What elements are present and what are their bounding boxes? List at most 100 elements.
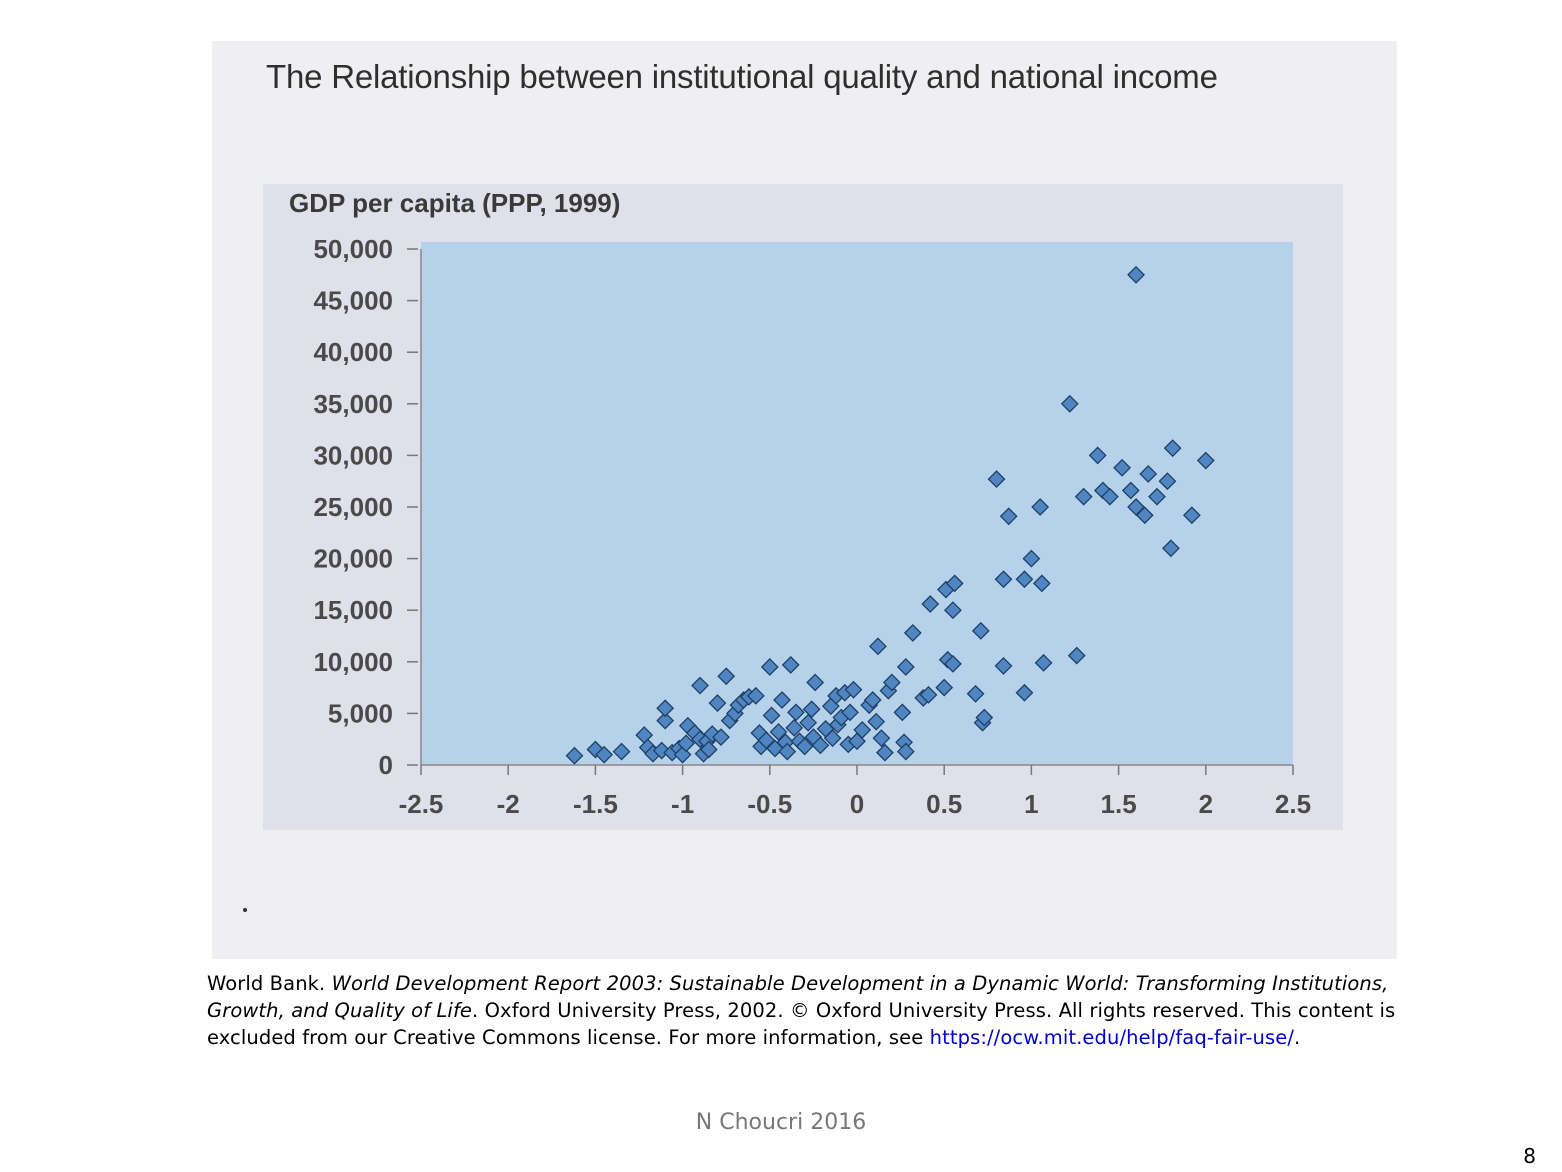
credit-text: . Oxford University Press, 2002. © Oxfor… bbox=[207, 999, 1396, 1049]
data-point bbox=[844, 680, 863, 699]
credit-title: World Development Report 2003: Sustainab… bbox=[207, 972, 1389, 1022]
data-point bbox=[944, 601, 962, 620]
y-tick-label: 35,000 bbox=[313, 389, 393, 419]
data-point bbox=[987, 470, 1006, 489]
data-point bbox=[853, 720, 872, 739]
data-point bbox=[746, 686, 765, 705]
image-credit: World Bank. World Development Report 200… bbox=[207, 970, 1407, 1051]
x-tick-label: 0.5 bbox=[926, 789, 962, 819]
y-tick-label: 5,000 bbox=[328, 698, 393, 728]
data-point bbox=[760, 658, 779, 676]
data-point bbox=[823, 729, 842, 748]
y-tick-label: 20,000 bbox=[313, 544, 393, 574]
data-point bbox=[994, 657, 1013, 675]
data-point bbox=[799, 713, 818, 732]
x-tick-label: 2 bbox=[1199, 789, 1213, 819]
x-tick-label: 2.5 bbox=[1275, 789, 1311, 819]
page-number: 8 bbox=[1523, 1144, 1536, 1168]
data-point bbox=[841, 703, 859, 722]
data-point bbox=[1139, 465, 1158, 483]
data-point bbox=[1031, 498, 1050, 516]
data-point bbox=[1067, 646, 1086, 665]
data-point bbox=[595, 745, 614, 764]
data-point bbox=[1127, 265, 1145, 284]
x-tick-label: -1.5 bbox=[573, 789, 618, 819]
data-point bbox=[787, 703, 805, 722]
data-point bbox=[944, 654, 962, 673]
data-point bbox=[757, 731, 776, 750]
data-point bbox=[1135, 506, 1154, 525]
data-point bbox=[903, 623, 922, 642]
y-tick-label: 25,000 bbox=[313, 492, 393, 522]
data-point bbox=[773, 691, 791, 709]
data-point bbox=[795, 737, 814, 756]
data-point bbox=[1182, 506, 1201, 525]
data-point bbox=[781, 655, 800, 674]
data-point bbox=[656, 699, 675, 718]
y-tick-label: 10,000 bbox=[313, 647, 393, 677]
data-point bbox=[921, 595, 940, 613]
stray-dot bbox=[243, 908, 247, 912]
data-point bbox=[896, 658, 915, 676]
data-point bbox=[1162, 539, 1180, 558]
data-point bbox=[1100, 487, 1119, 506]
data-point bbox=[1121, 481, 1140, 500]
x-tick-label: 1 bbox=[1024, 789, 1038, 819]
data-point bbox=[875, 743, 894, 762]
data-point bbox=[896, 742, 915, 761]
data-point bbox=[762, 706, 781, 725]
data-point bbox=[802, 700, 821, 719]
data-point bbox=[1074, 487, 1093, 506]
footer-author: N Choucri 2016 bbox=[695, 1110, 867, 1135]
data-point bbox=[717, 667, 736, 686]
fair-use-link[interactable]: https://ocw.mit.edu/help/faq-fair-use/ bbox=[929, 1026, 1294, 1049]
data-point bbox=[994, 570, 1013, 589]
data-point bbox=[872, 729, 891, 748]
data-point bbox=[1163, 439, 1182, 458]
data-point bbox=[785, 718, 804, 737]
y-tick-label: 40,000 bbox=[313, 337, 393, 367]
x-tick-label: -1 bbox=[671, 789, 694, 819]
data-point bbox=[1158, 472, 1177, 491]
data-point bbox=[1060, 394, 1079, 413]
y-tick-label: 45,000 bbox=[313, 286, 393, 316]
data-point bbox=[867, 712, 886, 731]
data-point bbox=[1032, 574, 1051, 593]
x-tick-label: -2 bbox=[497, 789, 520, 819]
data-point bbox=[811, 736, 830, 755]
plot-area bbox=[421, 242, 1293, 765]
data-point bbox=[945, 574, 964, 593]
y-axis-label: GDP per capita (PPP, 1999) bbox=[289, 188, 621, 218]
x-tick-label: 1.5 bbox=[1101, 789, 1137, 819]
data-point bbox=[863, 691, 882, 709]
data-point bbox=[1148, 487, 1166, 506]
credit-end: . bbox=[1294, 1026, 1301, 1049]
data-point bbox=[1015, 570, 1034, 589]
x-tick-label: 0 bbox=[850, 789, 864, 819]
data-point bbox=[919, 685, 938, 704]
data-point bbox=[1127, 498, 1145, 516]
chart-title: The Relationship between institutional q… bbox=[266, 58, 1218, 95]
data-point bbox=[612, 742, 631, 761]
data-point bbox=[708, 694, 727, 712]
data-point bbox=[893, 703, 912, 722]
data-point bbox=[882, 673, 901, 692]
x-tick-label: -2.5 bbox=[399, 789, 444, 819]
y-tick-label: 0 bbox=[379, 750, 393, 780]
data-point bbox=[1113, 458, 1132, 477]
data-point bbox=[806, 673, 825, 692]
data-point bbox=[1196, 451, 1215, 470]
data-point bbox=[769, 723, 788, 741]
data-point bbox=[966, 684, 985, 703]
data-point bbox=[971, 621, 990, 640]
data-point bbox=[975, 708, 994, 727]
x-tick-label: -0.5 bbox=[747, 789, 792, 819]
y-tick-label: 30,000 bbox=[313, 440, 393, 470]
data-point bbox=[565, 746, 584, 765]
data-point bbox=[656, 711, 675, 730]
data-point bbox=[1015, 683, 1034, 702]
data-point bbox=[935, 678, 954, 697]
data-point bbox=[999, 507, 1018, 526]
y-tick-label: 50,000 bbox=[313, 234, 393, 264]
